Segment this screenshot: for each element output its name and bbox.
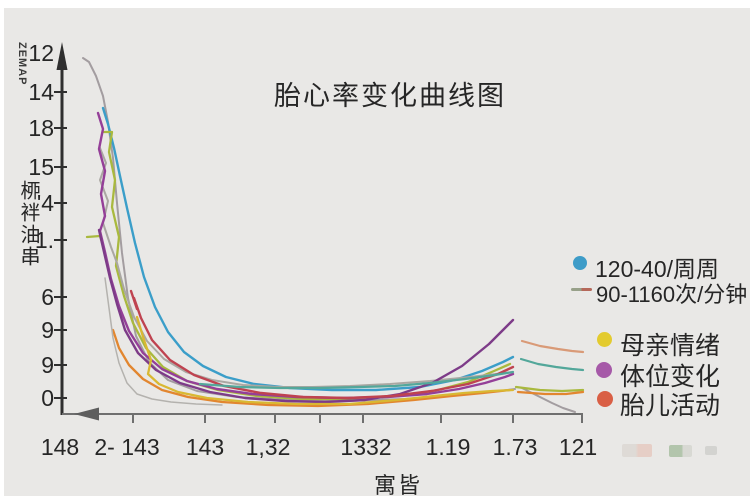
y-tick-label: 1. — [34, 227, 54, 253]
legend-marker-dot — [596, 362, 612, 378]
series-gold-muqin — [135, 315, 515, 406]
y-tick-label: 9 — [41, 317, 54, 343]
series-purple-tiwei — [96, 111, 515, 400]
y-axis-arrow-icon — [56, 42, 68, 70]
series-red-taier — [129, 289, 515, 400]
bottom-white-strip — [0, 496, 750, 500]
series-blue-120-40 — [101, 106, 515, 392]
x-axis-title: 寓皆 — [373, 473, 423, 498]
legend-marker-dot — [596, 331, 612, 347]
legend-marker-line — [571, 288, 592, 291]
series-gray-2 — [99, 147, 514, 388]
legend-marker-dot — [573, 256, 587, 270]
y-tick-label: 9 — [41, 352, 54, 378]
watermark-blob — [705, 446, 717, 455]
x-tick-label: 2- 143 — [94, 434, 160, 460]
series-gray-3 — [104, 277, 223, 406]
x-tick-label: 1.73 — [492, 434, 538, 460]
y-axis-title: 桺袢油串 — [17, 180, 39, 268]
legend-label: 胎儿活动 — [620, 392, 721, 420]
legend-marker-dot — [597, 391, 613, 407]
legend-label: 120-40/周周 — [595, 256, 720, 282]
series-teal — [198, 370, 515, 390]
x-axis-arrow-icon — [74, 407, 99, 421]
y-tick-label: 18 — [28, 115, 54, 141]
watermark-blob — [622, 444, 652, 457]
legend-label: 母亲情绪 — [620, 332, 721, 360]
series-teal — [519, 357, 585, 372]
y-tick-label: 6 — [41, 284, 54, 310]
x-tick-label: 148 — [40, 434, 80, 460]
legend-label: 90-1160次/分钟 — [596, 282, 748, 307]
x-tick-label: 1.19 — [425, 434, 471, 460]
x-tick-label: 121 — [558, 434, 598, 460]
y-tick-label: 14 — [28, 79, 54, 105]
legend-label: 体位变化 — [620, 363, 721, 391]
y-tick-label: 15 — [28, 154, 54, 180]
series-orange — [516, 390, 585, 396]
y-tick-label: 0 — [41, 385, 54, 411]
x-tick-label: 143 — [185, 434, 225, 460]
y-tick-label: 12 — [28, 40, 54, 66]
x-tick-label: 1,32 — [245, 434, 291, 460]
watermark-blob — [669, 445, 692, 457]
chart-title: 胎心率变化曲线图 — [274, 81, 506, 111]
y-tick-label: '4 — [36, 190, 54, 216]
series-purple-2 — [97, 228, 515, 404]
left-white-strip — [0, 0, 4, 500]
series-salmon — [520, 339, 585, 354]
series-orange — [111, 328, 512, 408]
series-olive — [514, 385, 585, 393]
top-white-strip — [0, 0, 750, 8]
x-tick-label: 1332 — [340, 434, 392, 460]
